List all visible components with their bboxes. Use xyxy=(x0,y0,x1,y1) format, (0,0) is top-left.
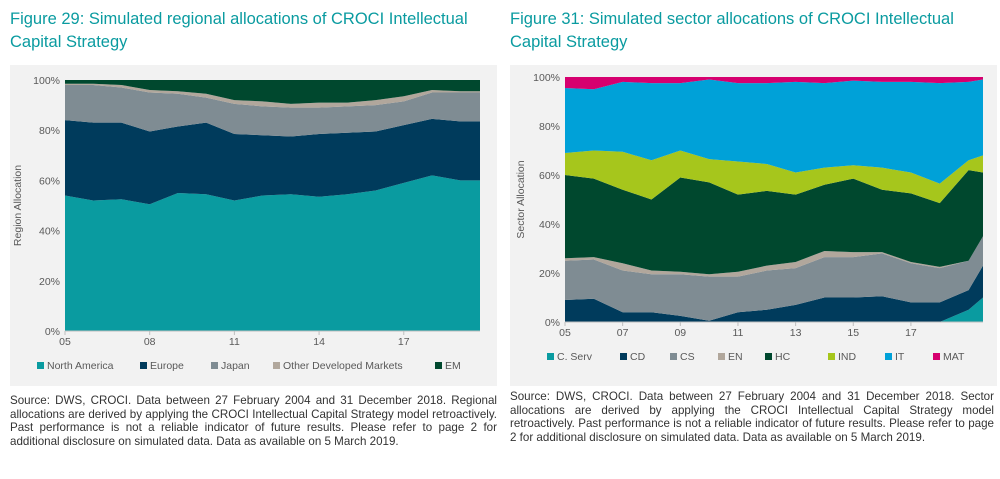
legend-label-north-america: North America xyxy=(47,360,114,372)
series-area-other-developed-markets xyxy=(65,83,480,108)
y-tick-label: 20% xyxy=(39,276,60,288)
series-area-ind xyxy=(565,150,983,204)
figure-title: Figure 29: Simulated regional allocation… xyxy=(10,10,468,51)
y-tick-label: 80% xyxy=(39,125,60,137)
chart-area: 0% 20% 40% 60% 80% 100% 05 07 09 11 13 15 17 Sector A… xyxy=(510,65,997,386)
series-area-hc xyxy=(565,170,983,275)
legend-label-it: IT xyxy=(895,351,905,363)
x-tick-label: 07 xyxy=(617,327,629,339)
legend-swatch-en xyxy=(718,353,725,360)
legend-label-japan: Japan xyxy=(221,360,250,372)
legend-swatch-mat xyxy=(933,353,940,360)
legend-label-mat: MAT xyxy=(943,351,965,363)
legend-swatch-other-developed-markets xyxy=(273,362,280,369)
sector-allocation-chart: 0% 20% 40% 60% 80% 100% 05 07 09 11 13 15 17 Sector A… xyxy=(515,72,983,363)
legend-swatch-europe xyxy=(140,362,147,369)
legend-swatch-ind xyxy=(828,353,835,360)
right-figure-panel: Figure 31: Simulated sector allocations … xyxy=(505,0,1000,479)
legend-label-cd: CD xyxy=(630,351,646,363)
x-tick-label: 17 xyxy=(905,327,917,339)
legend-swatch-cd xyxy=(620,353,627,360)
y-axis-label: Sector Allocation xyxy=(515,160,527,238)
legend-swatch-em xyxy=(435,362,442,369)
series-area-europe xyxy=(65,118,480,205)
legend-swatch-c-serv xyxy=(547,353,554,360)
legend-label-ind: IND xyxy=(838,351,857,363)
left-figure-panel: Figure 29: Simulated regional allocation… xyxy=(10,10,497,448)
legend-label-cs: CS xyxy=(680,351,695,363)
y-tick-label: 0% xyxy=(545,317,560,329)
series-area-en xyxy=(565,236,983,277)
x-tick-label: 17 xyxy=(398,336,410,348)
legend-swatch-japan xyxy=(211,362,218,369)
region-allocation-chart: 0% 20% 40% 60% 80% 100% 05 08 11 14 17 Region Alloc… xyxy=(12,75,480,372)
y-tick-label: 40% xyxy=(39,226,60,238)
legend-label-em: EM xyxy=(445,360,461,372)
series-area-japan xyxy=(65,85,480,137)
legend-label-c-serv: C. Serv xyxy=(557,351,593,363)
y-tick-label: 0% xyxy=(45,326,60,338)
y-tick-label: 100% xyxy=(33,75,60,87)
source-note: Source: DWS, CROCI. Data between 27 Febr… xyxy=(510,390,994,444)
legend-label-other-developed-markets: Other Developed Markets xyxy=(283,360,403,372)
x-tick-label: 08 xyxy=(144,336,156,348)
x-tick-label: 05 xyxy=(59,336,71,348)
x-tick-label: 15 xyxy=(847,327,859,339)
legend-label-hc: HC xyxy=(775,351,791,363)
legend-swatch-it xyxy=(885,353,892,360)
y-tick-label: 60% xyxy=(39,175,60,187)
series-area-it xyxy=(565,79,983,184)
legend-label-europe: Europe xyxy=(150,360,184,372)
series-area-em xyxy=(65,80,480,104)
series-area-cs xyxy=(565,236,983,321)
figure-title: Figure 31: Simulated sector allocations … xyxy=(510,10,954,51)
y-tick-label: 40% xyxy=(539,219,560,231)
x-tick-label: 13 xyxy=(790,327,802,339)
source-note: Source: DWS, CROCI. Data between 27 Febr… xyxy=(10,394,497,448)
series-area-cd xyxy=(565,265,983,322)
y-tick-label: 80% xyxy=(539,121,560,133)
series-area-mat xyxy=(565,77,983,90)
x-tick-label: 05 xyxy=(559,327,571,339)
series-area-north-america xyxy=(65,175,480,331)
legend-swatch-hc xyxy=(765,353,772,360)
legend-swatch-north-america xyxy=(37,362,44,369)
x-tick-label: 09 xyxy=(674,327,686,339)
y-tick-label: 100% xyxy=(533,72,560,84)
y-tick-label: 60% xyxy=(539,170,560,182)
y-tick-label: 20% xyxy=(539,268,560,280)
legend-label-en: EN xyxy=(728,351,743,363)
x-tick-label: 11 xyxy=(229,336,240,348)
x-tick-label: 14 xyxy=(313,336,325,348)
x-tick-label: 11 xyxy=(733,327,744,339)
chart-area: 0% 20% 40% 60% 80% 100% 05 08 11 14 17 Region Alloc… xyxy=(10,65,497,386)
y-axis-label: Region Allocation xyxy=(12,165,24,246)
legend-swatch-cs xyxy=(670,353,677,360)
